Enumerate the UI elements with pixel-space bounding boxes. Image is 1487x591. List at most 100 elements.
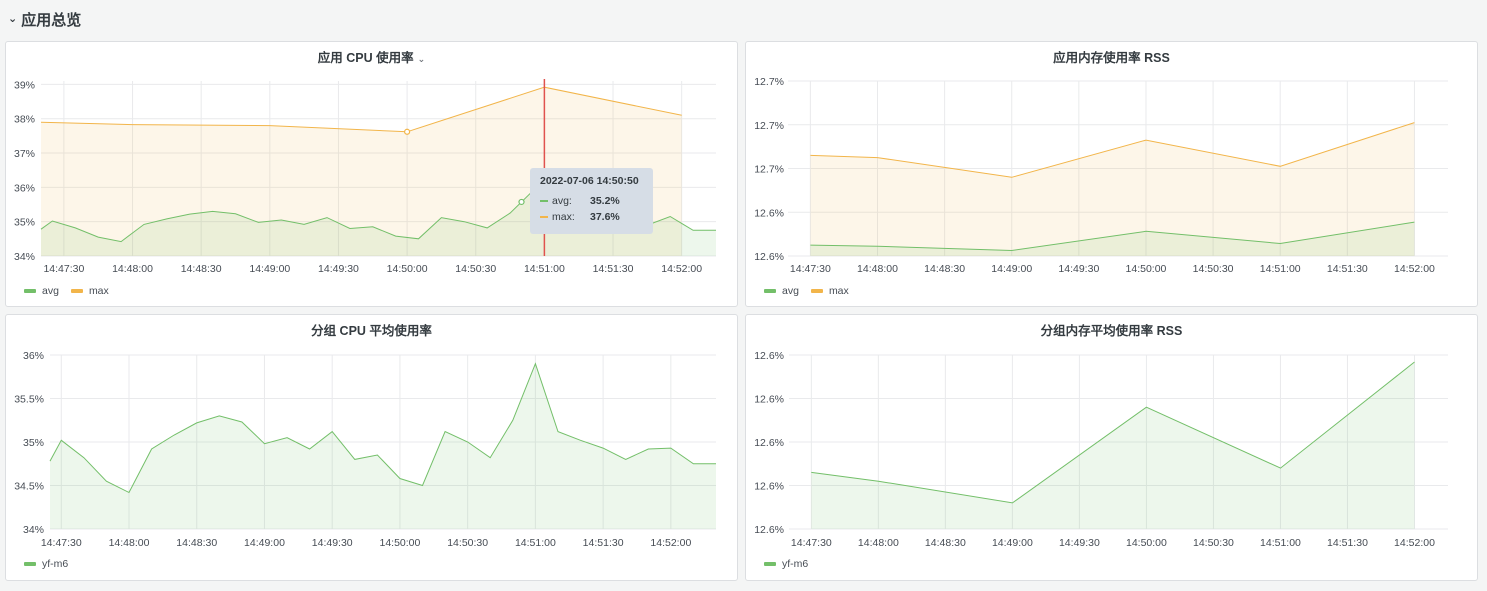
row-header[interactable]: ⌄ 应用总览	[8, 8, 81, 30]
series-line-max[interactable]	[40, 86, 682, 133]
x-tick-label: 14:49:30	[318, 263, 359, 275]
chart-app-memory[interactable]: 12.6% 12.6% 12.7% 12.7% 12.7% 14:47:30 14:48:0…	[746, 42, 1479, 308]
tooltip-series-value: 37.6%	[590, 211, 620, 223]
panel-title-text[interactable]: 应用内存使用率 RSS	[1053, 51, 1170, 65]
x-tick-label: 14:51:00	[1260, 537, 1301, 549]
x-tick-label: 14:48:30	[925, 537, 966, 549]
x-tick-label: 14:48:30	[924, 263, 965, 275]
y-tick-label: 12.6%	[754, 350, 784, 362]
series-area-avg	[810, 222, 1415, 256]
panel-title-text[interactable]: 应用 CPU 使用率	[317, 51, 414, 65]
x-tick-label: 14:48:00	[857, 263, 898, 275]
series-area-yf-m6	[50, 363, 716, 529]
chart-group-cpu[interactable]: 34% 34.5% 35% 35.5% 36% 14:47:30 14:48:00 14:48…	[6, 315, 739, 582]
x-tick-label: 14:50:30	[1193, 537, 1234, 549]
legend-item-avg[interactable]: avg	[24, 285, 59, 297]
y-tick-label: 34.5%	[14, 481, 44, 493]
y-tick-label: 34%	[23, 524, 44, 536]
hover-point-max	[404, 128, 411, 135]
x-tick-label: 14:47:30	[41, 537, 82, 549]
x-tick-label: 14:48:30	[176, 537, 217, 549]
y-tick-label: 38%	[14, 114, 35, 126]
x-tick-label: 14:50:00	[379, 537, 420, 549]
x-tick-label: 14:52:00	[1394, 537, 1435, 549]
tooltip-swatch	[540, 216, 548, 218]
tooltip-row-avg: avg: 35.2%	[540, 193, 653, 209]
panel-group-cpu-avg: 分组 CPU 平均使用率 34% 34.5% 35% 35.5% 36% 14:47:30…	[5, 314, 738, 581]
row-title: 应用总览	[21, 11, 82, 29]
y-tick-label: 37%	[14, 148, 35, 160]
panel-title[interactable]: 应用 CPU 使用率 ⌄	[6, 47, 737, 65]
legend-item-max[interactable]: max	[70, 285, 109, 297]
x-tick-label: 14:49:30	[1058, 263, 1099, 275]
series-line-avg[interactable]	[810, 221, 1415, 252]
legend-item-avg[interactable]: avg	[764, 285, 799, 297]
x-tick-label: 14:47:30	[791, 537, 832, 549]
legend-label: max	[828, 285, 849, 297]
y-tick-label: 12.6%	[754, 481, 784, 493]
legend-label: avg	[782, 285, 799, 297]
x-tick-label: 14:50:00	[1126, 537, 1167, 549]
x-tick-label: 14:49:00	[249, 263, 290, 275]
legend: yf-m6	[764, 558, 808, 570]
series-line-yf-m6[interactable]	[811, 361, 1415, 504]
series-line-max[interactable]	[810, 122, 1415, 178]
panel-title[interactable]: 应用内存使用率 RSS	[746, 47, 1477, 65]
x-tick-label: 14:51:30	[583, 537, 624, 549]
panel-title-text[interactable]: 分组内存平均使用率 RSS	[1040, 324, 1183, 338]
y-tick-label: 12.7%	[754, 120, 784, 132]
x-tick-label: 14:49:00	[992, 537, 1033, 549]
chart-group-memory[interactable]: 12.6% 12.6% 12.6% 12.6% 12.6% 14:47:30 14:48:0…	[746, 315, 1479, 582]
y-tick-label: 35.5%	[14, 394, 44, 406]
legend: avg max	[24, 285, 109, 297]
y-tick-label: 12.6%	[754, 524, 784, 536]
legend-swatch	[70, 289, 83, 293]
panel-group-memory-avg: 分组内存平均使用率 RSS 12.6% 12.6% 12.6% 12.6% 12.6% 1…	[745, 314, 1478, 581]
y-tick-label: 12.6%	[754, 437, 784, 449]
tooltip-series-name: avg:	[552, 195, 572, 207]
series-line-yf-m6[interactable]	[49, 362, 716, 494]
x-tick-label: 14:47:30	[43, 263, 84, 275]
panel-title[interactable]: 分组 CPU 平均使用率	[6, 320, 737, 338]
hover-point-avg	[518, 198, 525, 206]
legend-item-max[interactable]: max	[810, 285, 849, 297]
legend: yf-m6	[24, 558, 68, 570]
x-tick-label: 14:51:00	[1260, 263, 1301, 275]
x-tick-label: 14:51:30	[1327, 263, 1368, 275]
series-area-max	[810, 122, 1415, 256]
x-tick-label: 14:50:30	[1193, 263, 1234, 275]
x-tick-label: 14:48:30	[181, 263, 222, 275]
y-tick-label: 12.6%	[754, 207, 784, 219]
legend-swatch	[810, 289, 823, 293]
panel-title-text[interactable]: 分组 CPU 平均使用率	[311, 324, 432, 338]
y-tick-label: 35%	[23, 437, 44, 449]
x-tick-label: 14:51:30	[593, 263, 634, 275]
x-tick-label: 14:47:30	[790, 263, 831, 275]
chevron-down-icon[interactable]: ⌄	[417, 54, 426, 64]
y-tick-label: 12.6%	[754, 251, 784, 263]
series-area-yf-m6	[811, 362, 1415, 529]
legend-item-yf-m6[interactable]: yf-m6	[764, 558, 808, 570]
panel-title[interactable]: 分组内存平均使用率 RSS	[746, 320, 1477, 338]
x-tick-label: 14:48:00	[858, 537, 899, 549]
legend: avg max	[764, 285, 849, 297]
y-tick-label: 34%	[14, 251, 35, 263]
chevron-down-icon[interactable]: ⌄	[8, 12, 18, 25]
legend-label: max	[88, 285, 109, 297]
x-tick-label: 14:51:00	[515, 537, 556, 549]
y-tick-label: 12.6%	[754, 394, 784, 406]
tooltip-row-max: max: 37.6%	[540, 209, 653, 225]
tooltip-time: 2022-07-06 14:50:50	[540, 175, 639, 187]
legend-swatch	[764, 289, 776, 293]
x-tick-label: 14:49:00	[991, 263, 1032, 275]
x-tick-label: 14:50:30	[447, 537, 488, 549]
legend-item-yf-m6[interactable]: yf-m6	[24, 558, 68, 570]
x-tick-label: 14:52:00	[650, 537, 691, 549]
y-tick-label: 36%	[14, 182, 35, 194]
y-tick-label: 39%	[14, 79, 35, 91]
y-tick-label: 36%	[23, 350, 44, 362]
legend-label: yf-m6	[42, 558, 69, 570]
legend-swatch	[24, 562, 36, 566]
x-tick-label: 14:48:00	[112, 263, 153, 275]
x-tick-label: 14:51:00	[524, 263, 565, 275]
